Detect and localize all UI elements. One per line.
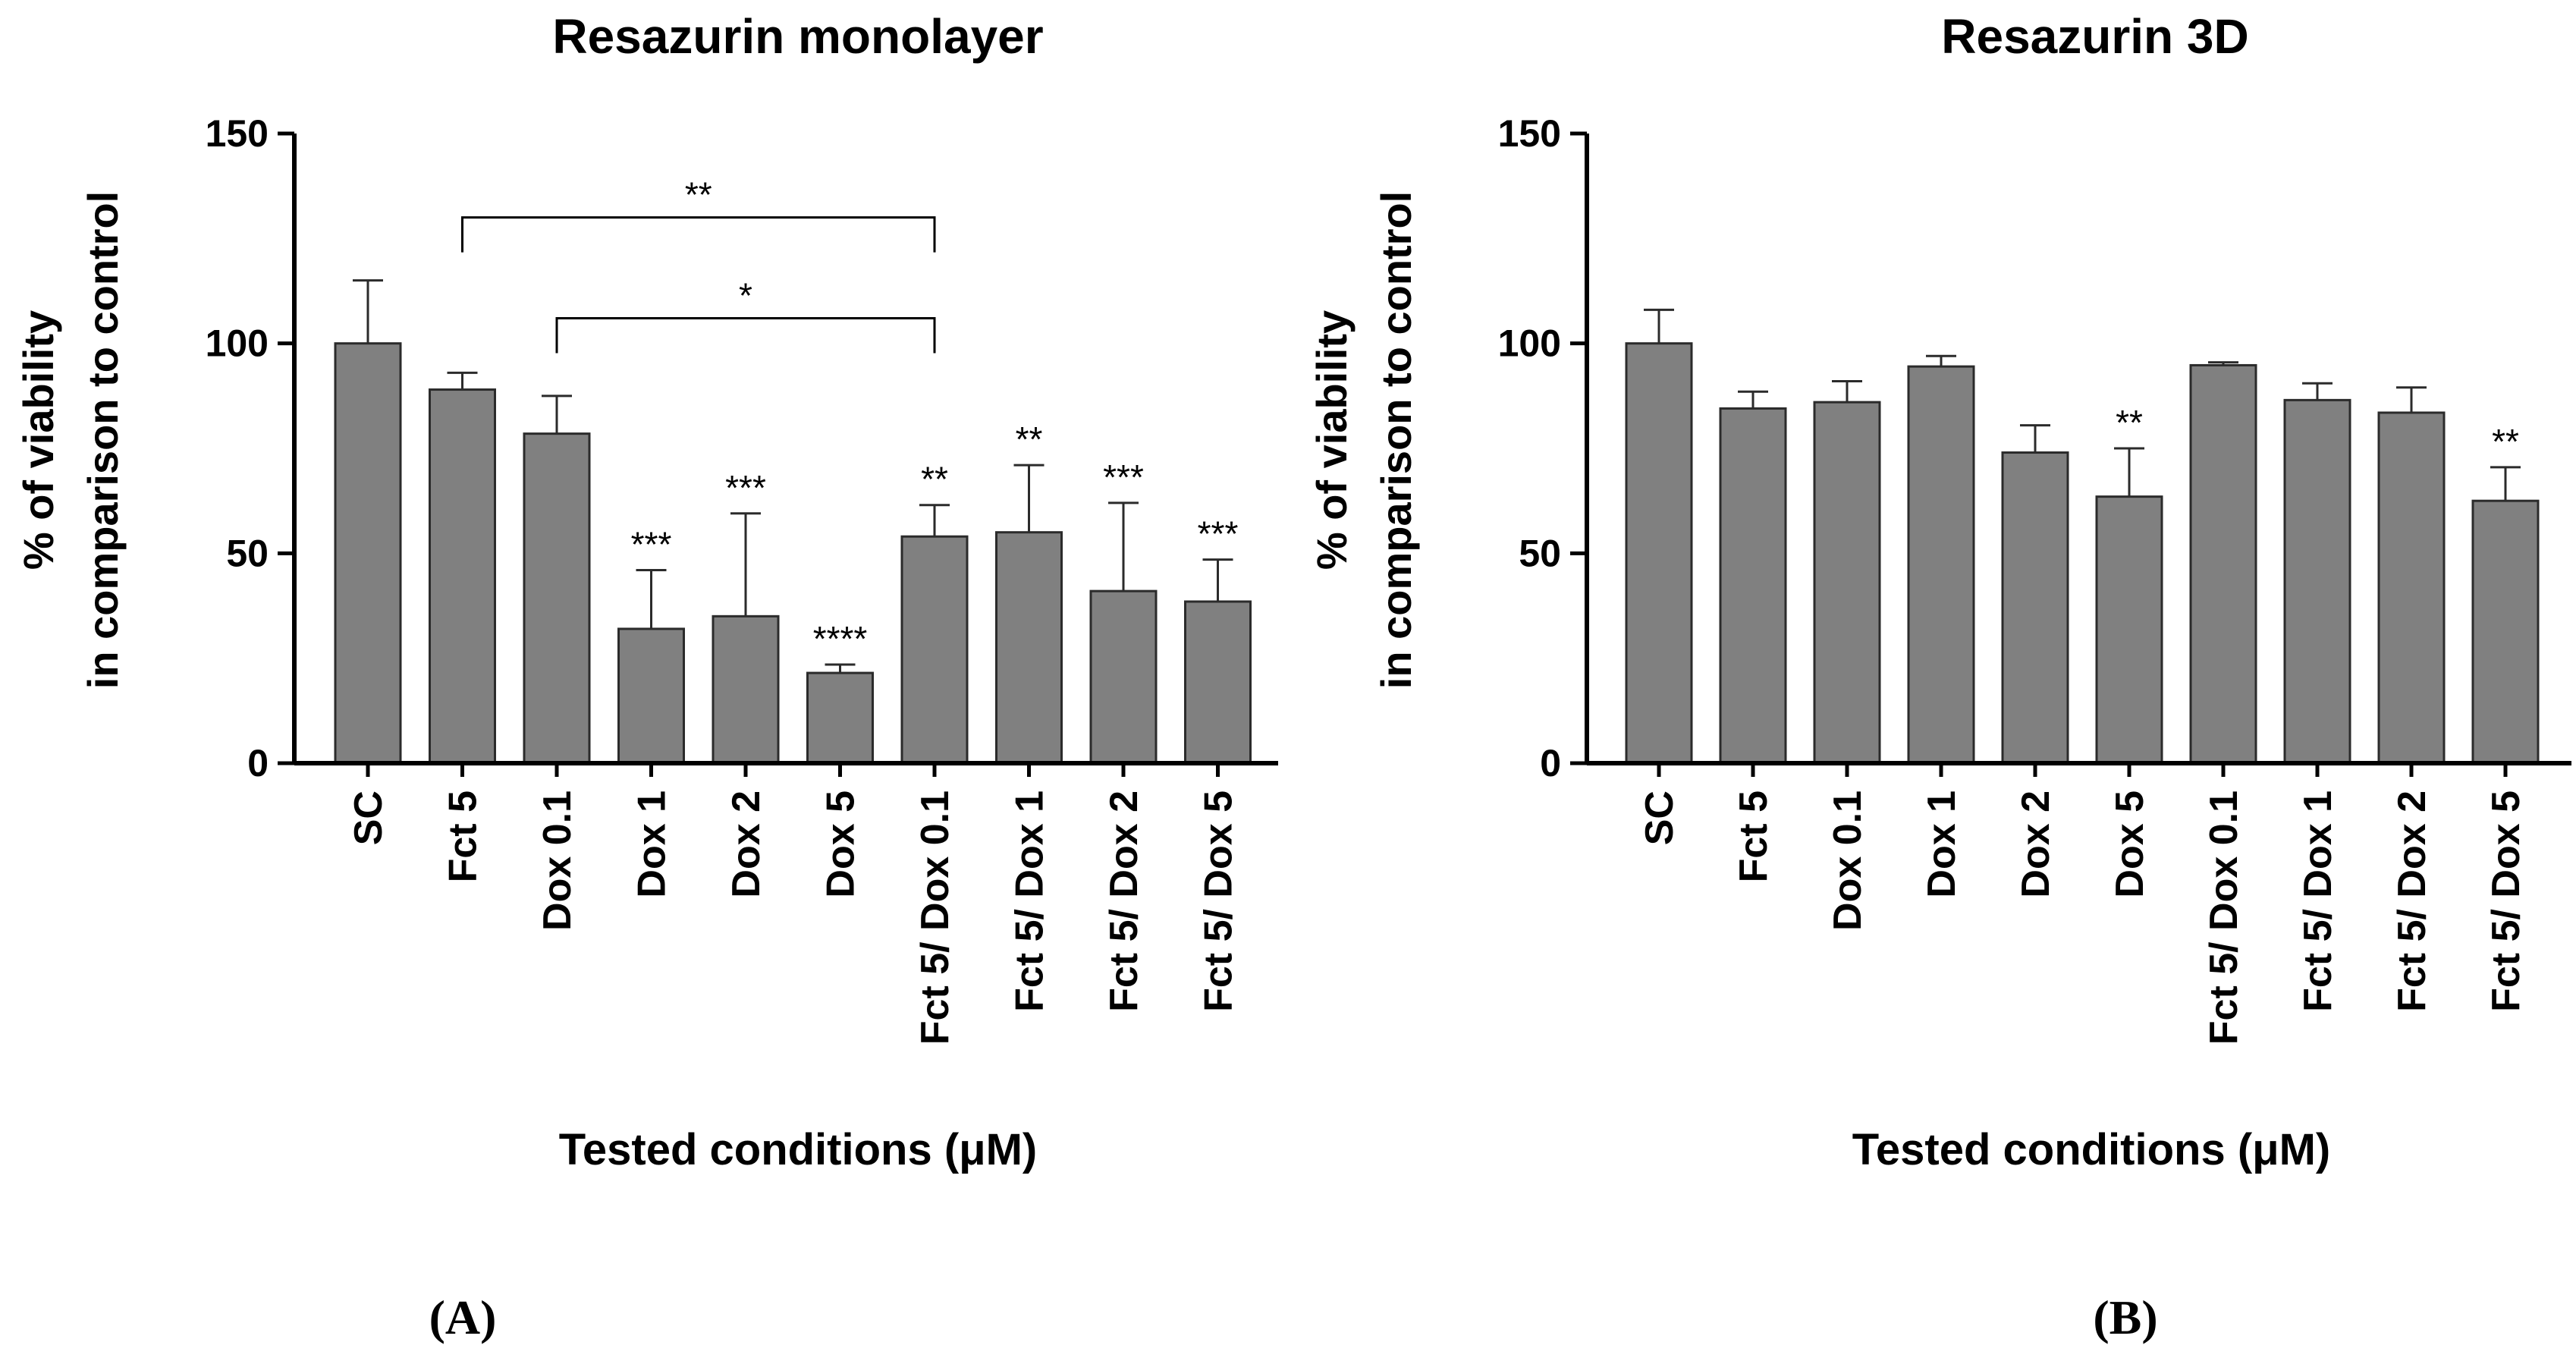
x-tick-label-b-2: Dox 0.1	[1826, 791, 1870, 931]
bar-a-9	[1184, 600, 1252, 765]
y-tick-label-b-3: 150	[1498, 112, 1561, 155]
bar-b-3	[1907, 365, 1975, 765]
chart-panel-a: Resazurin monolayer % of viability in co…	[14, 9, 1278, 1344]
bar-b-6	[2189, 363, 2257, 765]
bar-b-0	[1625, 342, 1693, 765]
bar-a-7	[995, 531, 1063, 765]
bar-b-7	[2283, 398, 2351, 765]
significance-a-4: ***	[725, 468, 766, 508]
y-tick-label-b-2: 100	[1498, 322, 1561, 365]
bar-b-8	[2377, 411, 2446, 765]
y-tick-label-a-3: 150	[206, 112, 269, 155]
x-tick-label-b-1: Fct 5	[1732, 791, 1776, 882]
x-tick-label-a-9: Fct 5/ Dox 5	[1197, 791, 1241, 1012]
bracket-a-0	[461, 216, 936, 253]
significance-a-3: ***	[631, 524, 672, 564]
x-tick-label-b-9: Fct 5/ Dox 5	[2484, 791, 2528, 1012]
chart-title-a: Resazurin monolayer	[552, 9, 1043, 64]
panel-label-b: (B)	[2093, 1290, 2157, 1344]
y-axis-label-a-line1: % of viability	[14, 310, 62, 570]
panel-label-a: (A)	[429, 1290, 497, 1344]
x-tick-label-b-4: Dox 2	[2014, 791, 2058, 898]
bar-a-6	[900, 535, 969, 765]
x-axis-label-a: Tested conditions (μM)	[559, 1125, 1038, 1174]
significance-b-9: **	[2492, 422, 2519, 461]
significance-a-9: ***	[1198, 514, 1239, 554]
bar-a-1	[429, 388, 496, 765]
bar-b-4	[2001, 451, 2069, 765]
chart-panel-b: Resazurin 3D % of viability in compariso…	[1308, 9, 2571, 1344]
x-tick-label-a-3: Dox 1	[630, 791, 674, 898]
bar-a-3	[617, 627, 685, 765]
significance-a-5: ****	[813, 619, 868, 658]
y-tick-label-a-1: 50	[226, 532, 269, 574]
bar-b-1	[1719, 407, 1787, 765]
bracket-label-a-1: *	[739, 275, 752, 315]
bar-a-8	[1089, 589, 1158, 765]
bar-a-5	[806, 671, 874, 765]
significance-a-6: **	[921, 460, 948, 499]
x-tick-label-a-0: SC	[347, 791, 391, 845]
x-tick-label-b-3: Dox 1	[1920, 791, 1964, 898]
significance-a-7: **	[1016, 420, 1043, 459]
x-tick-label-b-8: Fct 5/ Dox 2	[2390, 791, 2434, 1012]
x-tick-label-b-6: Fct 5/ Dox 0.1	[2202, 791, 2246, 1045]
significance-b-5: **	[2116, 403, 2143, 442]
bar-a-0	[334, 342, 402, 765]
y-axis-label-b-line2: in comparison to control	[1372, 191, 1420, 689]
significance-a-8: ***	[1103, 457, 1144, 497]
x-tick-label-a-4: Dox 2	[724, 791, 768, 898]
bracket-a-1	[555, 316, 936, 354]
y-tick-label-b-0: 0	[1540, 742, 1561, 784]
y-tick-label-a-2: 100	[206, 322, 269, 365]
x-axis-label-b: Tested conditions (μM)	[1852, 1125, 2331, 1174]
x-tick-label-a-1: Fct 5	[441, 791, 485, 882]
bar-a-2	[523, 432, 591, 765]
bar-b-2	[1813, 401, 1881, 765]
bracket-label-a-0: **	[685, 175, 712, 215]
chart-title-b: Resazurin 3D	[1941, 9, 2248, 64]
bar-b-9	[2471, 499, 2540, 765]
y-tick-label-b-1: 50	[1519, 532, 1561, 574]
x-tick-label-a-8: Fct 5/ Dox 2	[1102, 791, 1146, 1012]
bar-b-5	[2095, 495, 2163, 765]
x-tick-label-a-6: Fct 5/ Dox 0.1	[913, 791, 957, 1045]
y-tick-label-a-0: 0	[247, 742, 269, 784]
x-tick-label-b-5: Dox 5	[2108, 791, 2152, 898]
x-tick-label-a-5: Dox 5	[819, 791, 863, 898]
x-tick-label-a-2: Dox 0.1	[536, 791, 580, 931]
x-tick-label-b-7: Fct 5/ Dox 1	[2296, 791, 2340, 1012]
y-axis-label-a-line2: in comparison to control	[79, 191, 127, 689]
bar-a-4	[712, 614, 780, 765]
x-tick-label-a-7: Fct 5/ Dox 1	[1008, 791, 1052, 1012]
x-tick-label-b-0: SC	[1638, 791, 1682, 845]
y-axis-label-b-line1: % of viability	[1308, 310, 1356, 570]
